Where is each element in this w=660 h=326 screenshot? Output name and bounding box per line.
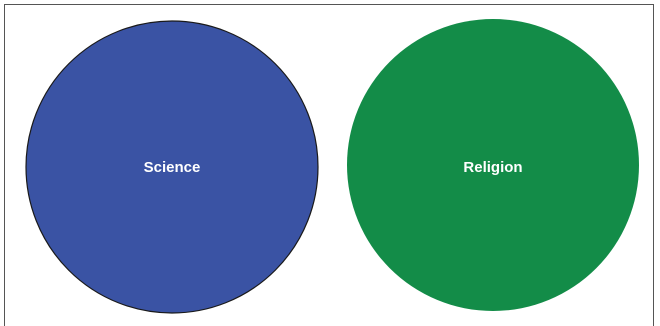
science-circle: [25, 20, 319, 314]
science-label: Science: [144, 159, 201, 176]
religion-label: Religion: [463, 159, 522, 176]
religion-circle: [347, 19, 639, 311]
